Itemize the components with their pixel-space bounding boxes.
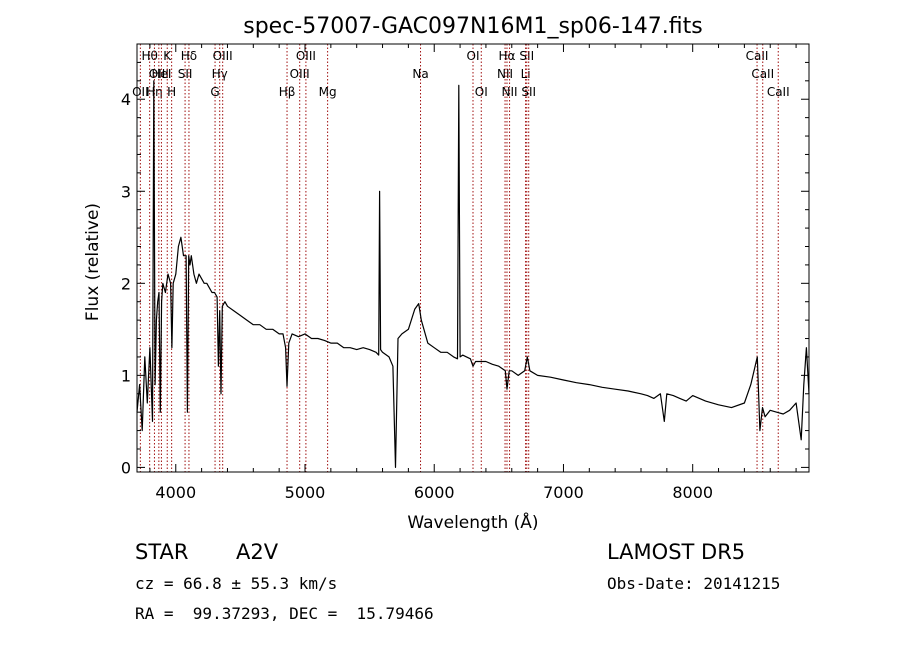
marker-label-8: Hδ	[181, 49, 197, 63]
redshift-value: cz = 66.8 ± 55.3 km/s	[135, 574, 338, 593]
marker-label-10: Hγ	[212, 67, 228, 81]
y-tick-label-2: 2	[121, 274, 131, 293]
marker-label-7: SII	[178, 67, 193, 81]
marker-label-11: OIII	[213, 49, 233, 63]
y-tick-label-3: 3	[121, 182, 131, 201]
y-tick-label-1: 1	[121, 366, 131, 385]
marker-label-0: Hθ	[141, 49, 157, 63]
marker-label-15: Mg	[319, 85, 337, 99]
x-axis-ticks: 4000 5000 6000 7000 8000	[149, 44, 797, 502]
marker-label-16: Na	[412, 67, 428, 81]
object-subclass: A2V	[236, 540, 279, 564]
marker-label-21: NII	[502, 85, 518, 99]
survey-name: LAMOST DR5	[607, 540, 746, 564]
marker-label-25: CaII	[746, 49, 769, 63]
marker-label-17: OI	[467, 49, 480, 63]
y-tick-label-0: 0	[121, 458, 131, 477]
marker-label-4: HeI	[151, 67, 171, 81]
marker-label-14: OIII	[296, 49, 316, 63]
x-tick-label-3: 7000	[543, 483, 584, 502]
x-axis-label: Wavelength (Å)	[407, 511, 538, 533]
marker-label-3: OII	[132, 85, 149, 99]
plot-frame	[136, 43, 810, 473]
marker-label-22: Li	[521, 67, 531, 81]
y-tick-label-4: 4	[121, 90, 131, 109]
marker-label-6: H	[167, 85, 176, 99]
x-tick-label-4: 8000	[672, 483, 713, 502]
marker-label-18: OI	[475, 85, 488, 99]
spectrum-line-0	[136, 80, 810, 468]
marker-label-13: OIII	[290, 67, 310, 81]
x-tick-label-1: 5000	[285, 483, 326, 502]
observation-date: Obs-Date: 20141215	[607, 574, 781, 593]
coordinates: RA = 99.37293, DEC = 15.79466	[135, 604, 434, 623]
chart-title: spec-57007-GAC097N16M1_sp06-147.fits	[243, 14, 703, 39]
marker-label-27: CaII	[767, 85, 790, 99]
marker-label-9: G	[210, 85, 219, 99]
marker-label-26: CaII	[751, 67, 774, 81]
marker-label-24: SII	[521, 85, 536, 99]
marker-label-2: OIII	[149, 67, 169, 81]
marker-label-23: SII	[519, 49, 534, 63]
spectrum-series	[136, 80, 810, 468]
x-tick-label-2: 6000	[414, 483, 455, 502]
object-class: STAR	[135, 540, 189, 564]
marker-label-12: Hβ	[279, 85, 296, 99]
marker-label-19: NII	[497, 67, 513, 81]
x-tick-label-0: 4000	[155, 483, 196, 502]
spectral-line-markers: HθHηOIIIOIIHeIKHSIIHδGHγOIIIHβOIIIOIIIMg…	[132, 44, 790, 472]
y-axis-label: Flux (relative)	[83, 203, 103, 321]
marker-label-5: K	[163, 49, 172, 63]
y-axis-ticks: 0 1 2 3 4	[121, 61, 809, 477]
marker-label-20: Hα	[499, 49, 516, 63]
